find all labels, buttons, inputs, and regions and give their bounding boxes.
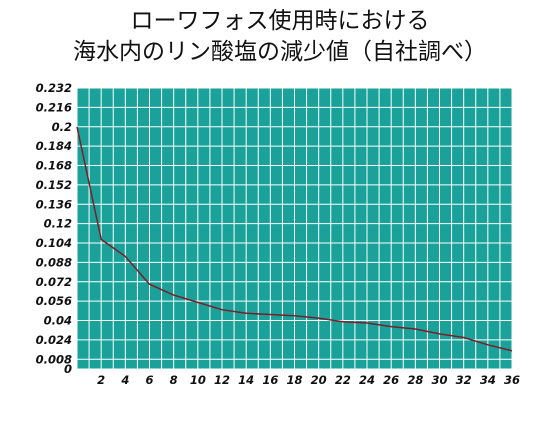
y-tick-label: 0.152 <box>36 178 72 192</box>
x-tick-label: 10 <box>190 373 206 387</box>
y-tick-label: 0.2 <box>52 120 72 134</box>
y-axis-ticks: 00.008 0.024 0.04 0.056 0.072 0.088 0.104 0.12 0… <box>36 81 72 376</box>
x-tick-label: 32 <box>456 373 472 387</box>
x-tick-label: 20 <box>311 373 327 387</box>
y-tick-label: 0.136 <box>36 197 72 211</box>
y-tick-label: 0.04 <box>44 314 72 328</box>
y-tick-label: 0.104 <box>36 236 72 250</box>
x-tick-label: 36 <box>504 373 520 387</box>
x-tick-label: 16 <box>262 373 278 387</box>
x-axis-ticks: 2 4 6 8 10 12 14 16 18 20 22 24 26 28 30 32 34 36 <box>97 373 520 387</box>
series-line <box>76 126 513 352</box>
y-tick-label: 0.008 <box>36 352 72 366</box>
x-tick-label: 26 <box>383 373 399 387</box>
chart-title: ローワフォス使用時における 海水内のリン酸塩の減少値（自社調べ） <box>0 6 560 68</box>
y-tick-label: 0.184 <box>36 139 72 153</box>
chart-title-line-2: 海水内のリン酸塩の減少値（自社調べ） <box>73 39 487 65</box>
y-tick-label: 0.024 <box>36 333 72 347</box>
y-tick-label: 0.216 <box>36 100 72 114</box>
x-tick-label: 34 <box>480 373 496 387</box>
y-tick-label: 0.072 <box>36 275 72 289</box>
x-tick-label: 18 <box>286 373 302 387</box>
y-tick-label: 0.088 <box>36 255 72 269</box>
x-tick-label: 30 <box>431 373 447 387</box>
y-tick-label: 0 <box>64 362 72 376</box>
x-tick-label: 6 <box>145 373 153 387</box>
x-tick-label: 2 <box>97 373 105 387</box>
x-tick-label: 28 <box>407 373 423 387</box>
x-tick-label: 22 <box>335 373 351 387</box>
x-tick-label: 14 <box>238 373 254 387</box>
y-tick-label: 0.12 <box>44 217 72 231</box>
x-tick-label: 24 <box>359 373 375 387</box>
y-tick-label: 0.168 <box>36 159 72 173</box>
chart-title-line-1: ローワフォス使用時における <box>130 8 430 34</box>
x-tick-label: 12 <box>214 373 230 387</box>
x-tick-label: 8 <box>170 373 178 387</box>
x-tick-label: 4 <box>120 373 129 387</box>
y-tick-label: 0.232 <box>36 81 72 95</box>
grid-lines <box>76 87 513 370</box>
y-tick-label: 0.056 <box>36 294 72 308</box>
